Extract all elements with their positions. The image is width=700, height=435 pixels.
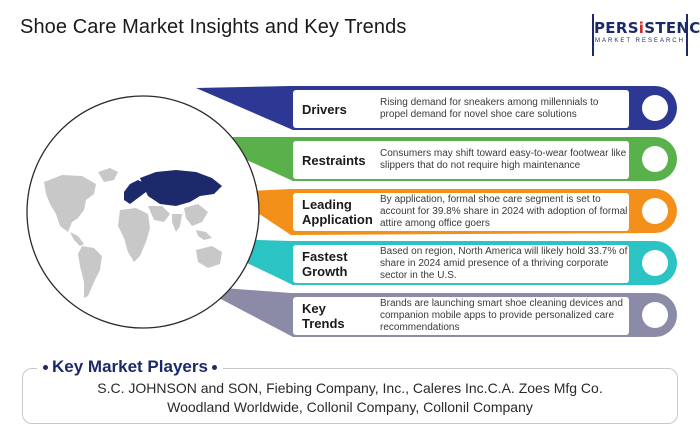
logo-tagline: MARKET RESEARCH: [595, 38, 685, 44]
restraints-end-circle: [642, 146, 668, 172]
key-trends-row: Key Trends Brands are launching smart sho…: [293, 296, 629, 336]
restraints-description: Consumers may shift toward easy-to-wear …: [380, 147, 627, 171]
page-title: Shoe Care Market Insights and Key Trends: [20, 16, 407, 38]
fastest-growth-description: Based on region, North America will like…: [380, 245, 628, 282]
fastest-growth-label: Fastest Growth: [302, 249, 348, 279]
leading-application-description: By application, formal shoe care segment…: [380, 193, 628, 230]
key-trends-description: Brands are launching smart shoe cleaning…: [380, 297, 623, 334]
leading-application-label: Leading Application: [302, 197, 373, 227]
logo-wordmark: PERSiSTENCE: [594, 19, 700, 37]
restraints-label: Restraints: [302, 152, 366, 168]
players-line-1: S.C. JOHNSON and SON, Fiebing Company, I…: [97, 380, 603, 396]
fastest-growth-panel: [293, 245, 629, 283]
drivers-description: Rising demand for sneakers among millenn…: [380, 96, 599, 120]
drivers-row: Drivers Rising demand for sneakers among…: [293, 89, 629, 129]
company-logo: PERSiSTENCE MARKET RESEARCH: [592, 14, 700, 56]
key-market-players-heading: Key Market Players: [52, 357, 208, 376]
key-trends-end-circle: [642, 302, 668, 328]
key-market-players-box: Key Market Players S.C. JOHNSON and SON,…: [22, 357, 678, 424]
players-line-2: Woodland Worldwide, Collonil Company, Co…: [167, 399, 533, 415]
key-trends-label: Key Trends: [302, 301, 345, 331]
restraints-panel: [293, 141, 629, 179]
drivers-label: Drivers: [302, 101, 347, 117]
leading-application-row: Leading Application By application, forma…: [293, 192, 629, 232]
leading-application-panel: [293, 193, 629, 231]
fastest-growth-end-circle: [642, 250, 668, 276]
drivers-end-circle: [642, 95, 668, 121]
restraints-row: Restraints Consumers may shift toward ea…: [293, 140, 629, 180]
bullet-dot-icon: [211, 364, 217, 370]
drivers-panel: [293, 90, 629, 128]
bullet-dot-icon: [43, 364, 48, 370]
fastest-growth-row: Fastest Growth Based on region, North Ame…: [293, 244, 629, 284]
key-market-players-heading-wrap: Key Market Players: [37, 357, 223, 377]
leading-application-end-circle: [642, 198, 668, 224]
world-map-icon: [44, 168, 222, 298]
key-trends-panel: [293, 297, 629, 335]
